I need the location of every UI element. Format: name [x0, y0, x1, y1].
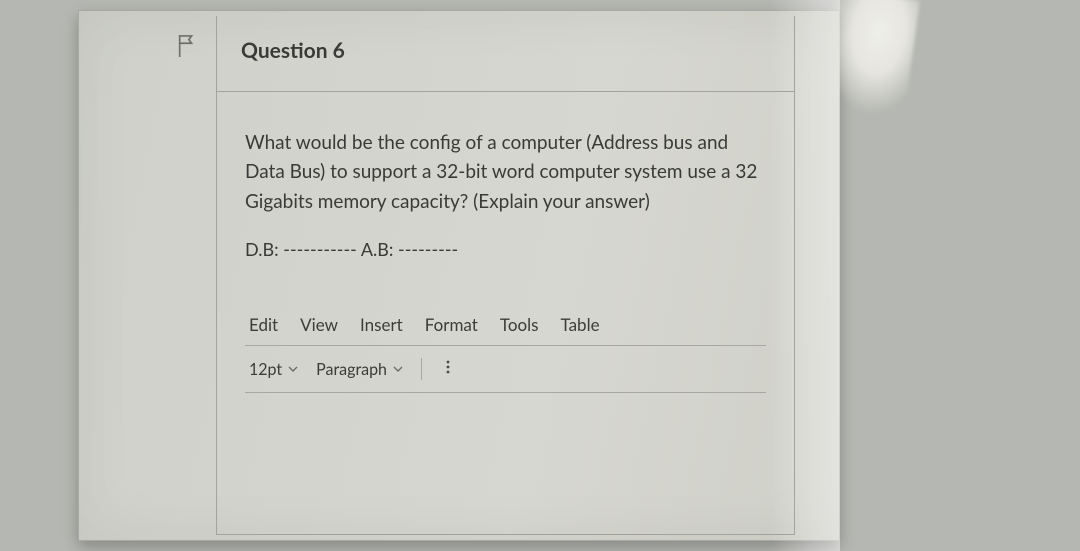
- more-vertical-icon: [440, 359, 456, 375]
- editor-content-area[interactable]: [245, 393, 766, 433]
- menu-view[interactable]: View: [300, 314, 338, 335]
- block-format-dropdown[interactable]: Paragraph: [316, 360, 403, 379]
- rich-text-editor: Edit View Insert Format Tools Table 12pt…: [217, 314, 794, 433]
- question-title: Question 6: [241, 38, 345, 63]
- menu-insert[interactable]: Insert: [360, 314, 403, 335]
- question-body: What would be the config of a computer (…: [217, 92, 794, 274]
- more-button[interactable]: [440, 359, 456, 379]
- chevron-down-icon: [288, 364, 298, 374]
- chevron-down-icon: [393, 364, 403, 374]
- editor-toolbar: 12pt Paragraph: [245, 346, 766, 393]
- menu-edit[interactable]: Edit: [249, 314, 278, 335]
- toolbar-separator: [421, 358, 422, 380]
- menu-format[interactable]: Format: [425, 314, 478, 335]
- flag-icon[interactable]: [174, 32, 200, 60]
- question-prompt: What would be the config of a computer (…: [245, 128, 766, 216]
- font-size-value: 12pt: [249, 360, 282, 379]
- block-format-value: Paragraph: [316, 360, 387, 379]
- question-card: Question 6 What would be the config of a…: [216, 16, 795, 535]
- question-header: Question 6: [217, 16, 794, 92]
- menu-table[interactable]: Table: [561, 314, 600, 335]
- menu-tools[interactable]: Tools: [500, 314, 539, 335]
- font-size-dropdown[interactable]: 12pt: [249, 360, 298, 379]
- question-blanks: D.B: ----------- A.B: ---------: [245, 236, 766, 264]
- editor-menubar: Edit View Insert Format Tools Table: [245, 314, 766, 346]
